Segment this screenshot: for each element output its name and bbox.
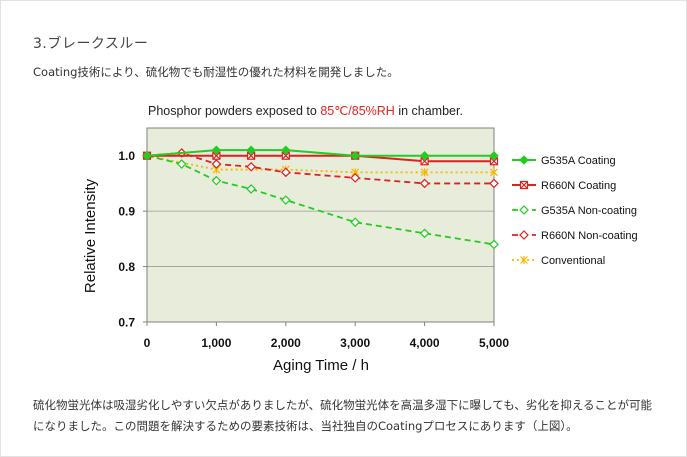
y-tick-label-3: 1.0 [118, 149, 135, 163]
series-2-point-7 [489, 239, 499, 250]
series-2-point-4 [280, 195, 291, 205]
legend-swatch-marker-0 [519, 155, 529, 165]
intro-paragraph: Coating技術により、硫化物でも耐湿性の優れた材料を開発しました。 [33, 65, 399, 79]
plot-border [146, 127, 495, 323]
plot-area [147, 128, 494, 322]
legend-label-4: Conventional [541, 255, 605, 267]
x-tick-label-2: 2,000 [271, 336, 301, 350]
series-3-point-2 [211, 159, 222, 169]
section-heading: 3.ブレークスルー [33, 36, 149, 52]
series-0-point-5 [419, 151, 430, 161]
series-3-point-4 [280, 167, 291, 178]
tick-labels: 0 1,000 2,000 3,000 4,000 5,000 0.7 0.8 0.9 1.0 [118, 149, 509, 350]
series-0 [142, 145, 499, 161]
legend-item-1: R660N Coating [512, 180, 616, 192]
legend-label-0: G535A Coating [541, 155, 616, 167]
series-3-point-7 [489, 178, 499, 189]
chart-title-highlight: 85℃/85%RH [320, 104, 395, 118]
x-tick-label-0: 0 [144, 336, 151, 350]
series-2 [142, 150, 499, 250]
y-tick-label-1: 0.8 [118, 260, 135, 274]
chart-title-prefix: Phosphor powders exposed to [148, 104, 320, 118]
series-0-point-4 [350, 151, 360, 161]
series-0-point-3 [281, 145, 291, 155]
series-4-point-5 [490, 168, 498, 177]
legend-swatch-marker-4 [520, 256, 528, 264]
series-group [142, 145, 499, 250]
x-tick-label-3: 3,000 [340, 336, 370, 350]
series-0-point-2 [246, 145, 256, 155]
legend-swatch-marker-1 [519, 180, 529, 190]
series-4-point-4 [420, 168, 429, 177]
legend-item-4: Conventional [512, 255, 605, 267]
legend-swatch-marker-3 [519, 230, 529, 240]
axes [146, 127, 495, 323]
series-0-point-0 [142, 151, 152, 161]
y-tick-label-2: 0.9 [118, 205, 135, 219]
series-2-point-3 [246, 184, 256, 194]
chart-title: Phosphor powders exposed to 85℃/85%RH in… [148, 104, 463, 118]
series-2-point-1 [176, 159, 187, 169]
y-axis-label: Relative Intensity [82, 178, 99, 293]
aging-chart: Phosphor powders exposed to 85℃/85%RH in… [82, 104, 638, 374]
series-2-point-5 [350, 217, 361, 228]
outro-paragraph: 硫化物蛍光体は吸湿劣化しやすい欠点がありましたが、硫化物蛍光体を高温多湿下に曝し… [33, 398, 653, 433]
series-line-2 [146, 154, 495, 246]
series-3-point-5 [350, 173, 361, 183]
legend: G535A Coating R660N Coating G535A Non-coat… [512, 155, 638, 267]
series-0-point-6 [489, 151, 499, 161]
legend-item-0: G535A Coating [512, 155, 616, 167]
legend-label-1: R660N Coating [541, 180, 616, 192]
legend-swatch-marker-2 [519, 205, 529, 215]
y-tick-label-0: 0.7 [118, 316, 135, 330]
series-0-point-1 [211, 145, 222, 155]
series-2-point-6 [419, 228, 430, 239]
series-3-point-3 [246, 161, 256, 172]
chart-container: Phosphor powders exposed to 85℃/85%RH in… [82, 104, 638, 374]
x-axis-label: Aging Time / h [273, 357, 369, 374]
x-tick-label-4: 4,000 [410, 336, 440, 350]
legend-item-2: G535A Non-coating [512, 205, 637, 217]
series-3-point-6 [419, 178, 430, 189]
legend-label-2: G535A Non-coating [541, 205, 637, 217]
legend-label-3: R660N Non-coating [541, 230, 638, 242]
x-tick-label-1: 1,000 [201, 336, 231, 350]
series-line-4 [146, 154, 494, 174]
chart-title-suffix: in chamber. [395, 104, 463, 118]
x-tick-label-5: 5,000 [479, 336, 509, 350]
series-2-point-2 [211, 175, 222, 186]
legend-item-3: R660N Non-coating [512, 230, 638, 242]
